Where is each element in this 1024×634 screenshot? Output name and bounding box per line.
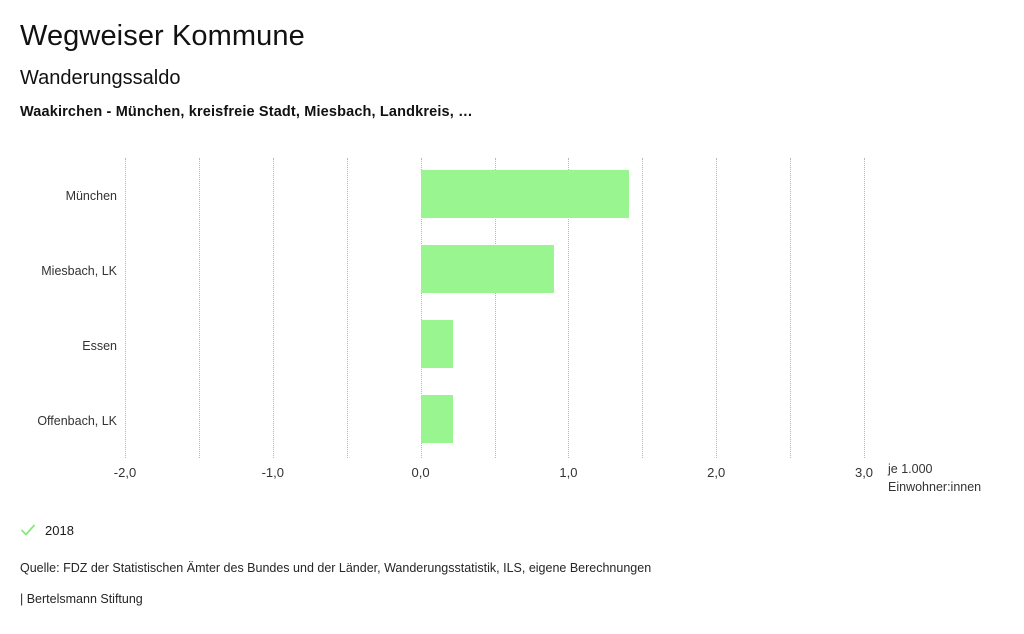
gridline	[864, 158, 865, 458]
axis-unit-label: je 1.000 Einwohner:innen	[888, 460, 981, 496]
plot-area	[125, 158, 865, 458]
axis-unit-line-1: je 1.000	[888, 462, 933, 476]
gridline	[790, 158, 792, 458]
axis-unit-line-2: Einwohner:innen	[888, 480, 982, 494]
check-icon[interactable]	[20, 522, 36, 538]
gridline	[716, 158, 718, 458]
footer: Quelle: FDZ der Statistischen Ämter des …	[20, 562, 980, 605]
chart-title: Wanderungssaldo	[20, 67, 181, 89]
bar-row	[125, 308, 864, 383]
bar-rows	[125, 158, 864, 458]
gridline	[494, 158, 496, 458]
value-tick-label: -2,0	[113, 465, 137, 480]
chart-area: München Miesbach, LK Essen Offenbach, LK -2…	[0, 150, 1024, 500]
value-tick-label: 2,0	[707, 465, 726, 480]
gridline	[568, 158, 570, 458]
gridline	[346, 158, 348, 458]
gridline	[272, 158, 274, 458]
category-label: München	[65, 188, 117, 203]
bar-row	[125, 383, 864, 458]
bar[interactable]	[420, 245, 554, 293]
value-axis-labels: -2,0 -1,0 0,0 1,0 2,0 3,0	[0, 466, 1024, 490]
value-tick-label: 0,0	[411, 465, 430, 480]
value-tick-label: 3,0	[854, 465, 874, 480]
gridline	[420, 158, 422, 458]
bar[interactable]	[420, 170, 629, 218]
value-tick-label: 1,0	[559, 465, 578, 480]
chart-selection-subtitle: Waakirchen - München, kreisfreie Stadt, …	[20, 104, 473, 120]
bar-row	[125, 233, 864, 308]
gridline	[642, 158, 644, 458]
value-tick-label: -1,0	[261, 465, 284, 480]
bar[interactable]	[420, 395, 454, 443]
category-label: Offenbach, LK	[37, 413, 117, 428]
category-label: Miesbach, LK	[41, 263, 117, 278]
legend[interactable]: 2018	[20, 522, 74, 538]
gridline	[125, 158, 126, 458]
bar-row	[125, 158, 864, 233]
legend-series-label: 2018	[45, 522, 74, 538]
publisher-note: | Bertelsmann Stiftung	[20, 591, 143, 606]
category-label: Essen	[82, 338, 117, 353]
gridline	[198, 158, 200, 458]
bar[interactable]	[420, 320, 454, 368]
header: Wegweiser Kommune Wanderungssaldo Waakir…	[20, 0, 1004, 120]
page-title: Wegweiser Kommune	[20, 20, 305, 52]
source-note: Quelle: FDZ der Statistischen Ämter des …	[20, 561, 652, 575]
category-axis-labels: München Miesbach, LK Essen Offenbach, LK	[0, 158, 117, 458]
